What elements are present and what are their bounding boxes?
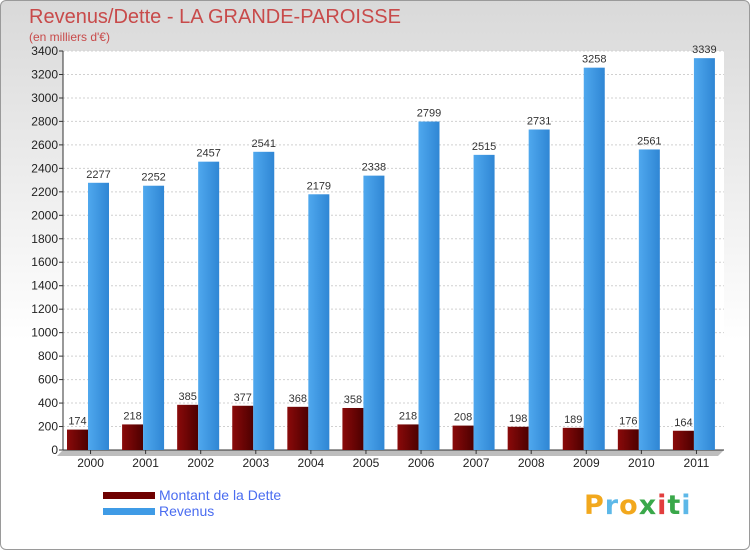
data-label-revenus: 2252: [141, 172, 165, 184]
y-tick-label: 800: [38, 349, 58, 363]
y-tick-label: 2000: [31, 208, 58, 222]
bar-revenus: [528, 129, 550, 450]
plot-area: [63, 51, 724, 450]
logo-letter: P: [584, 490, 605, 521]
bar-dette: [617, 429, 639, 450]
y-tick-label: 1400: [31, 279, 58, 293]
x-tick-label: 2004: [298, 456, 325, 470]
bar-revenus: [473, 154, 495, 450]
bar-dette: [342, 407, 364, 450]
y-tick-label: 2800: [31, 114, 58, 128]
data-label-revenus: 2338: [362, 162, 386, 174]
chart-floor: [57, 450, 724, 456]
bar-revenus: [638, 149, 660, 451]
data-label-revenus: 2799: [417, 108, 441, 120]
data-label-dette: 208: [454, 412, 472, 424]
legend-swatch-dette: [103, 491, 155, 499]
bar-dette: [452, 425, 474, 450]
data-label-revenus: 2277: [86, 169, 110, 181]
x-tick-label: 2000: [77, 456, 104, 470]
bar-revenus: [363, 175, 385, 450]
bar-dette: [287, 406, 309, 450]
data-label-revenus: 2731: [527, 116, 551, 128]
x-tick-label: 2008: [518, 456, 545, 470]
y-tick-label: 1200: [31, 302, 58, 316]
data-label-dette: 176: [619, 415, 637, 427]
data-label-revenus: 2541: [252, 138, 276, 150]
y-tick-label: 2200: [31, 185, 58, 199]
y-tick-label: 400: [38, 396, 58, 410]
y-tick-label: 2400: [31, 161, 58, 175]
logo-letter: i: [681, 490, 692, 521]
bar-dette: [507, 426, 529, 450]
data-label-dette: 198: [509, 413, 527, 425]
data-label-revenus: 3339: [692, 44, 716, 56]
legend-swatch-revenus: [103, 507, 155, 515]
legend-item-revenus: Revenus: [103, 503, 281, 519]
logo-letter: r: [604, 490, 620, 521]
bar-revenus: [308, 194, 330, 450]
y-tick-label: 200: [38, 420, 58, 434]
data-label-dette: 164: [674, 417, 692, 429]
x-tick-label: 2007: [463, 456, 490, 470]
x-tick-label: 2005: [353, 456, 380, 470]
data-label-revenus: 2515: [472, 141, 496, 153]
bar-dette: [122, 424, 144, 450]
legend-item-dette: Montant de la Dette: [103, 487, 281, 503]
x-tick-label: 2006: [408, 456, 435, 470]
chart-subtitle: (en milliers d'€): [29, 30, 110, 44]
legend-label-dette: Montant de la Dette: [159, 487, 282, 503]
bar-revenus: [418, 121, 440, 451]
bar-revenus: [583, 67, 605, 450]
x-tick-label: 2003: [242, 456, 269, 470]
data-label-revenus: 3258: [582, 54, 606, 66]
data-label-dette: 385: [178, 391, 196, 403]
y-tick-label: 3200: [31, 67, 58, 81]
data-label-dette: 218: [399, 410, 417, 422]
legend: Montant de la Dette Revenus: [103, 487, 281, 519]
proxiti-logo: Proxiti: [584, 490, 692, 521]
x-tick-label: 2010: [628, 456, 655, 470]
data-label-revenus: 2179: [307, 180, 331, 192]
y-tick-label: 1000: [31, 326, 58, 340]
y-tick-label: 600: [38, 373, 58, 387]
data-label-revenus: 2561: [637, 135, 661, 147]
x-tick-label: 2002: [187, 456, 214, 470]
x-tick-label: 2001: [132, 456, 159, 470]
logo-letter: o: [619, 490, 639, 521]
legend-label-revenus: Revenus: [159, 503, 215, 519]
bar-dette: [397, 424, 419, 450]
bar-revenus: [693, 58, 715, 450]
x-tick-label: 2011: [684, 456, 710, 470]
y-tick-label: 3000: [31, 91, 58, 105]
bar-revenus: [253, 151, 275, 450]
logo-letter: i: [657, 490, 668, 521]
y-tick-label: 1600: [31, 255, 58, 269]
y-tick-label: 2600: [31, 138, 58, 152]
logo-letter: t: [667, 490, 682, 521]
bar-revenus: [88, 182, 109, 450]
data-label-revenus: 2457: [196, 148, 220, 160]
bar-revenus: [143, 185, 165, 450]
bar-dette: [232, 405, 254, 450]
data-label-dette: 377: [234, 392, 252, 404]
data-label-dette: 358: [344, 394, 362, 406]
data-label-dette: 368: [289, 393, 307, 405]
x-tick-label: 2009: [573, 456, 600, 470]
y-tick-label: 3400: [31, 44, 58, 58]
data-label-dette: 189: [564, 414, 582, 426]
y-tick-label: 1800: [31, 232, 58, 246]
logo-letter: x: [638, 490, 658, 521]
y-tick-label: 0: [51, 443, 58, 457]
bar-dette: [67, 429, 88, 450]
chart-title: Revenus/Dette - LA GRANDE-PAROISSE: [29, 6, 401, 28]
bar-dette: [177, 404, 199, 450]
bar-dette: [672, 430, 694, 450]
bar-revenus: [198, 161, 220, 450]
data-label-dette: 218: [123, 410, 141, 422]
data-label-dette: 174: [68, 416, 86, 428]
bar-dette: [562, 427, 584, 450]
